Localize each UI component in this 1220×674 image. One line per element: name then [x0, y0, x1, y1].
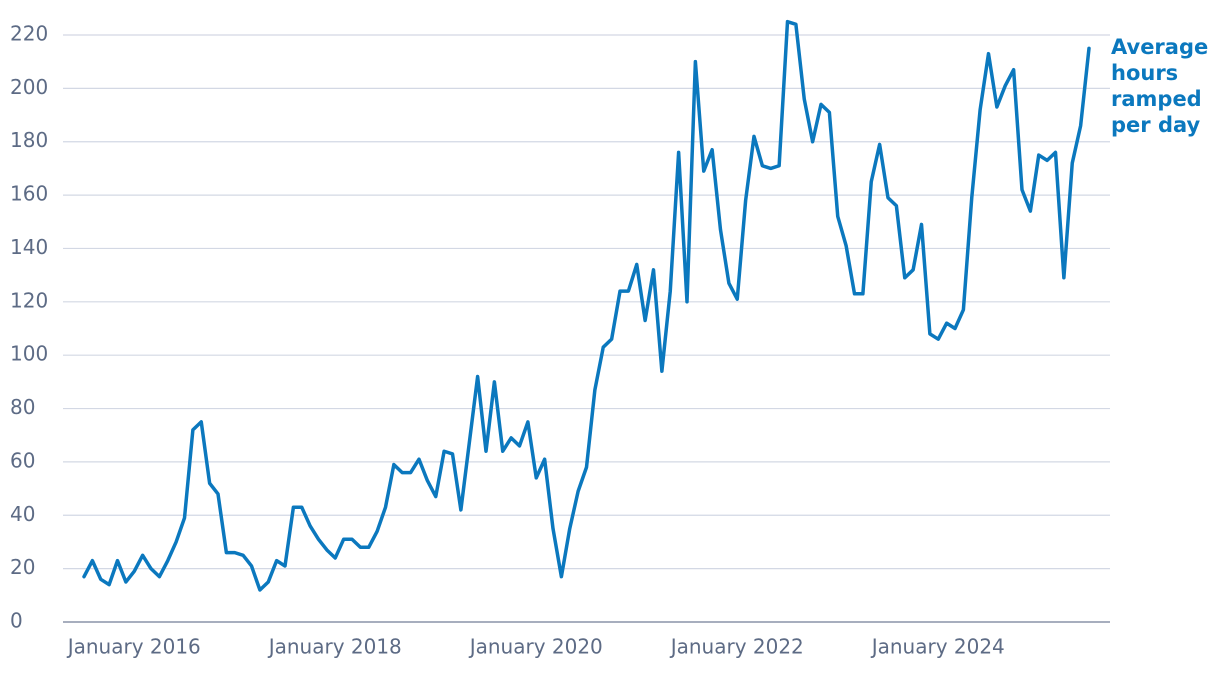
y-tick-label: 180 — [10, 128, 48, 152]
y-tick-label: 60 — [10, 448, 35, 472]
y-tick-label: 140 — [10, 235, 48, 259]
series-label: Average hours ramped per day — [1111, 35, 1209, 137]
y-tick-label: 220 — [10, 22, 48, 46]
y-tick-label: 40 — [10, 502, 35, 526]
y-tick-label: 200 — [10, 75, 48, 99]
y-tick-label: 20 — [10, 555, 35, 579]
x-tick-label: January 2020 — [468, 635, 603, 659]
x-tick-label: January 2018 — [267, 635, 402, 659]
x-tick-label: January 2016 — [66, 635, 201, 659]
line — [82, 19, 1091, 592]
x-tick-label: January 2022 — [669, 635, 804, 659]
x-tick-label: January 2024 — [870, 635, 1005, 659]
y-tick-label: 120 — [10, 288, 48, 312]
y-tick-label: 0 — [10, 609, 23, 633]
y-tick-label: 160 — [10, 182, 48, 206]
y-tick-label: 100 — [10, 342, 48, 366]
y-tick-label: 80 — [10, 395, 35, 419]
